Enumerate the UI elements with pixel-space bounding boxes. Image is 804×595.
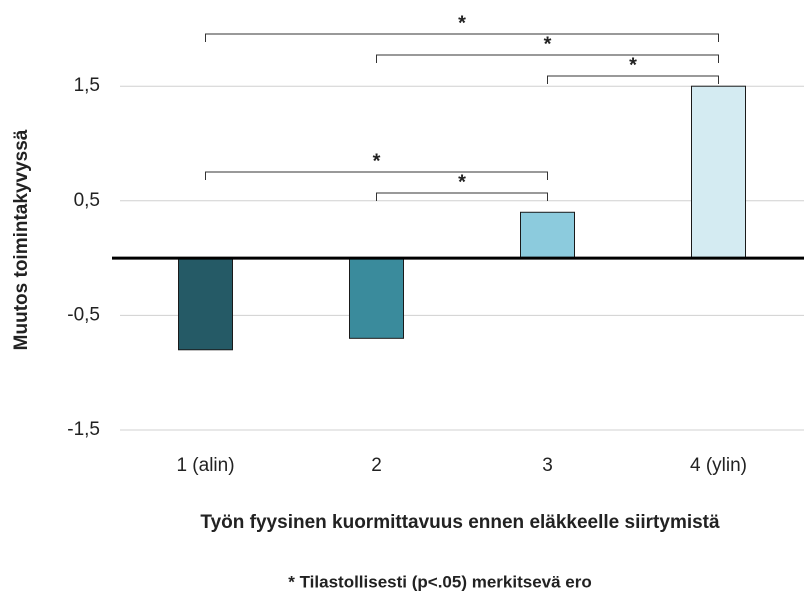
bar — [691, 85, 746, 259]
bar — [349, 257, 404, 339]
x-tick-label: 2 — [371, 455, 382, 476]
significance-bracket — [376, 54, 719, 63]
y-axis-label: Muutos toimintakyvyssä — [11, 129, 32, 350]
x-axis-label: Työn fyysinen kuormittavuus ennen eläkke… — [200, 512, 720, 533]
y-tick-label: -0,5 — [67, 304, 100, 325]
significance-bracket — [205, 171, 548, 180]
y-tick-label: 1,5 — [74, 75, 100, 96]
significance-bracket — [205, 33, 719, 42]
y-tick-label: 0,5 — [74, 190, 100, 211]
y-tick-label: -1,5 — [67, 419, 100, 440]
significance-mark: * — [458, 12, 466, 34]
footnote: * Tilastollisesti (p<.05) merkitsevä ero — [288, 572, 591, 591]
bar — [520, 211, 575, 259]
x-tick-label: 4 (ylin) — [690, 455, 747, 476]
significance-bracket — [376, 192, 548, 201]
significance-mark: * — [544, 33, 552, 55]
bar — [178, 257, 233, 351]
x-tick-label: 1 (alin) — [176, 455, 234, 476]
significance-mark: * — [458, 171, 466, 193]
significance-mark: * — [629, 54, 637, 76]
x-tick-label: 3 — [542, 455, 553, 476]
significance-bracket — [547, 75, 719, 84]
significance-mark: * — [373, 150, 381, 172]
